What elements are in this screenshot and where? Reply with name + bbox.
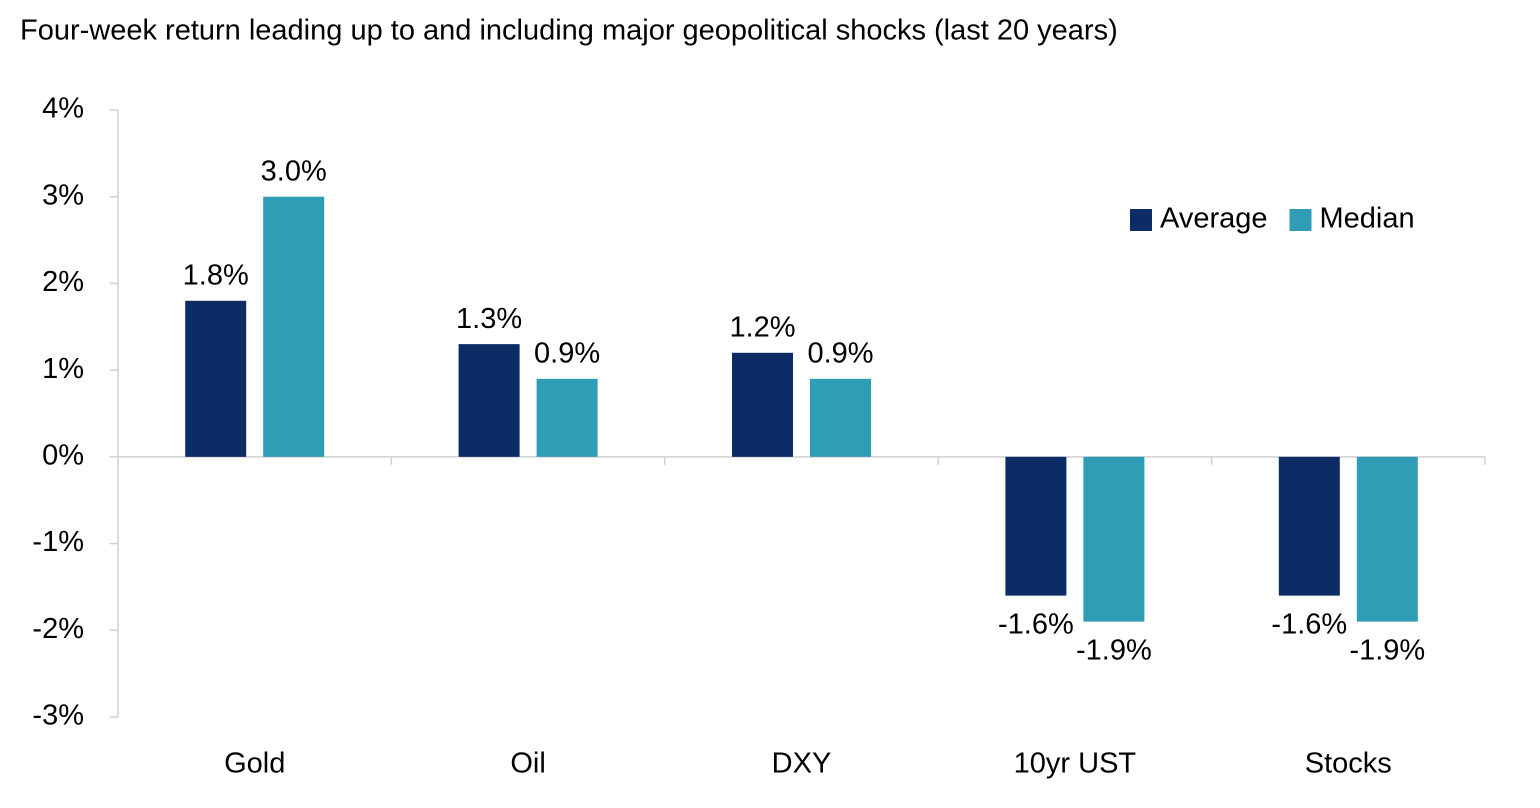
bar [810, 378, 871, 457]
value-label: 0.9% [807, 337, 873, 369]
y-tick-label: 1% [42, 353, 84, 385]
bar [1356, 456, 1418, 622]
legend-label: Median [1320, 203, 1415, 235]
bar [458, 344, 520, 457]
bar [1278, 456, 1340, 596]
value-label: 3.0% [261, 155, 327, 187]
x-tick-label: Oil [510, 748, 545, 780]
value-label: 1.2% [729, 311, 795, 343]
bar [732, 352, 793, 457]
value-label: 1.3% [456, 303, 522, 335]
y-tick-label: 3% [42, 179, 84, 211]
chart-title: Four-week return leading up to and inclu… [20, 15, 1118, 47]
bar [536, 378, 598, 457]
bar [1083, 456, 1145, 622]
legend-swatch [1130, 209, 1152, 231]
value-label: 0.9% [534, 337, 600, 369]
bar [185, 300, 247, 457]
bar [263, 196, 325, 457]
y-tick-label: 4% [42, 93, 84, 125]
x-tick-label: DXY [772, 748, 832, 780]
x-tick-label: 10yr UST [1014, 748, 1137, 780]
value-label: -1.9% [1076, 634, 1152, 666]
y-tick-label: -2% [32, 613, 84, 645]
y-tick-label: 0% [42, 440, 84, 472]
x-tick-label: Stocks [1305, 748, 1392, 780]
legend-label: Average [1160, 203, 1268, 235]
value-label: -1.6% [998, 608, 1074, 640]
y-tick-label: -3% [32, 700, 84, 732]
value-label: 1.8% [183, 259, 249, 291]
y-tick-label: 2% [42, 266, 84, 298]
bar [1005, 456, 1067, 596]
x-tick-label: Gold [224, 748, 285, 780]
y-tick-label: -1% [32, 526, 84, 558]
legend-swatch [1289, 209, 1312, 231]
value-label: -1.9% [1349, 634, 1425, 666]
value-label: -1.6% [1271, 608, 1347, 640]
